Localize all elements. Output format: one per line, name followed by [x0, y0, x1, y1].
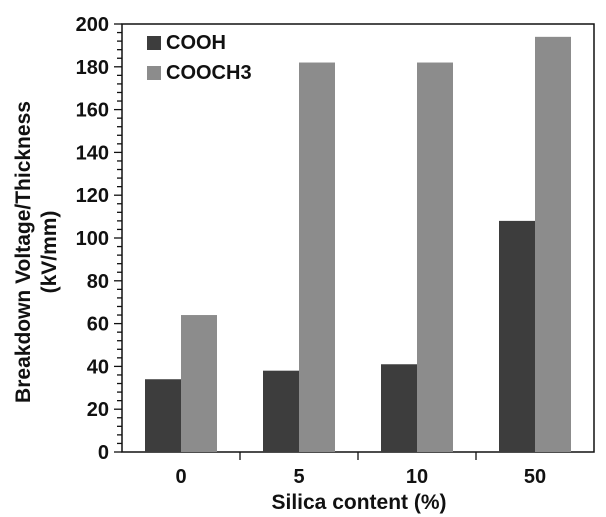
x-tick-label: 5	[293, 466, 304, 488]
y-tick-label: 0	[98, 442, 109, 464]
y-tick-label: 80	[87, 271, 109, 293]
bar-cooch3-5	[299, 62, 335, 453]
y-axis-title-line-2: (kV/mm)	[38, 211, 61, 294]
x-tick-label: 50	[524, 466, 546, 488]
y-tick-label: 200	[76, 14, 109, 36]
y-tick-label: 180	[76, 57, 109, 79]
bar-cooh-0	[145, 379, 181, 452]
y-tick-label: 40	[87, 356, 109, 378]
bar-cooch3-50	[535, 36, 571, 453]
y-axis-title-line-1: Breakdown Voltage/Thickness	[12, 101, 35, 403]
legend-label-cooh: COOH	[166, 32, 226, 54]
y-axis-title-group: Breakdown Voltage/Thickness (kV/mm)	[12, 101, 61, 403]
legend: COOH COOCH3	[147, 32, 252, 84]
y-tick-label: 120	[76, 185, 109, 207]
axes	[114, 23, 595, 460]
bar-cooch3-10	[417, 62, 453, 453]
bar-cooh-10	[381, 364, 417, 452]
legend-label-cooch3: COOCH3	[166, 62, 252, 84]
y-tick-labels: 0 20 40 60 80 100 120 140 160 180 200	[76, 14, 109, 464]
y-tick-label: 100	[76, 228, 109, 250]
legend-swatch-cooch3	[147, 66, 161, 80]
legend-swatch-cooh	[147, 36, 161, 50]
bar-cooh-5	[263, 370, 299, 452]
y-tick-label: 20	[87, 399, 109, 421]
y-tick-label: 60	[87, 314, 109, 336]
bars	[145, 36, 571, 453]
bar-cooh-50	[499, 220, 535, 452]
x-tick-label: 0	[175, 466, 186, 488]
x-tick-labels: 0 5 10 50	[175, 466, 546, 488]
bar-cooch3-0	[181, 315, 217, 452]
x-tick-label: 10	[406, 466, 428, 488]
y-tick-label: 140	[76, 142, 109, 164]
x-axis-title: Silica content (%)	[271, 491, 446, 514]
y-tick-label: 160	[76, 100, 109, 122]
